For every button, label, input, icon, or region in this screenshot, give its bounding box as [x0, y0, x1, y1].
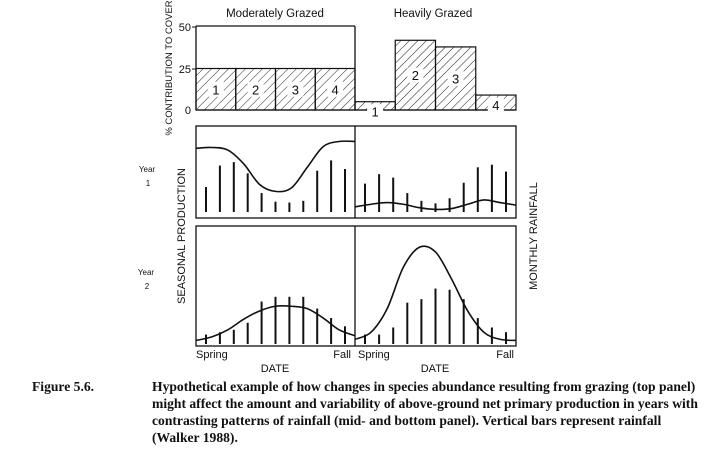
figure-caption-text: Hypothetical example of how changes in s… [152, 379, 698, 445]
production-curve-year1-moderate [195, 140, 356, 193]
row-label-year2-word: Year [138, 268, 155, 277]
row-label-year1-number: 1 [146, 179, 151, 188]
cover-bar-label-bg [287, 81, 304, 97]
production-curve-year1-heavy [354, 199, 517, 211]
middle-panel [195, 125, 517, 219]
xtick-fall-right: Fall [496, 349, 514, 361]
top-panel: 50 25 0 % CONTRIBUTION TO COVER 1 2 3 4 1 2 3 4 [164, 0, 517, 136]
production-curve-year2-heavy [354, 245, 517, 342]
cover-bar-label-bg [327, 81, 344, 97]
xtick-fall-left: Fall [333, 349, 351, 361]
group-title-heavy: Heavily Grazed [394, 8, 473, 20]
cover-bar-label: 4 [492, 98, 499, 113]
xtick-spring-left: Spring [196, 349, 228, 361]
row-label-year1-word: Year [139, 165, 156, 174]
cover-bar-label: 2 [412, 68, 419, 83]
ytick-0: 0 [185, 105, 191, 117]
xlabel-left: DATE [261, 363, 290, 375]
cover-bar-label: 3 [452, 71, 459, 86]
monthly-rainfall-label: MONTHLY RAINFALL [528, 182, 540, 290]
seasonal-production-label: SEASONAL PRODUCTION [176, 168, 188, 304]
cover-bar-label: 3 [292, 82, 299, 97]
cover-bar-label-bg [247, 81, 264, 97]
cover-bar-label-bg [447, 70, 464, 86]
cover-bar-label-bg [487, 97, 504, 113]
cover-bar-label-bg [367, 104, 384, 120]
top-panel-y-axis-label: % CONTRIBUTION TO COVER [164, 0, 175, 135]
xlabel-right: DATE [421, 363, 450, 375]
figure-number: Figure 5.6. [32, 379, 95, 394]
row-label-year2-number: 2 [145, 282, 150, 291]
middle-panel-frame [195, 125, 517, 219]
cover-bar-label-bg [207, 81, 224, 97]
group-title-moderate: Moderately Grazed [226, 8, 324, 20]
ytick-25: 25 [179, 64, 191, 76]
cover-bar-label: 1 [372, 105, 379, 120]
cover-bar-label-bg [407, 67, 424, 83]
xtick-spring-right: Spring [358, 349, 390, 361]
bottom-panel-frame [195, 225, 517, 347]
ytick-50: 50 [179, 22, 191, 34]
cover-bar-label: 4 [332, 82, 339, 97]
cover-bar-label: 1 [212, 82, 219, 97]
production-curve-year2-moderate [195, 304, 356, 342]
bottom-panel [195, 225, 517, 347]
cover-bar-label: 2 [252, 82, 259, 97]
